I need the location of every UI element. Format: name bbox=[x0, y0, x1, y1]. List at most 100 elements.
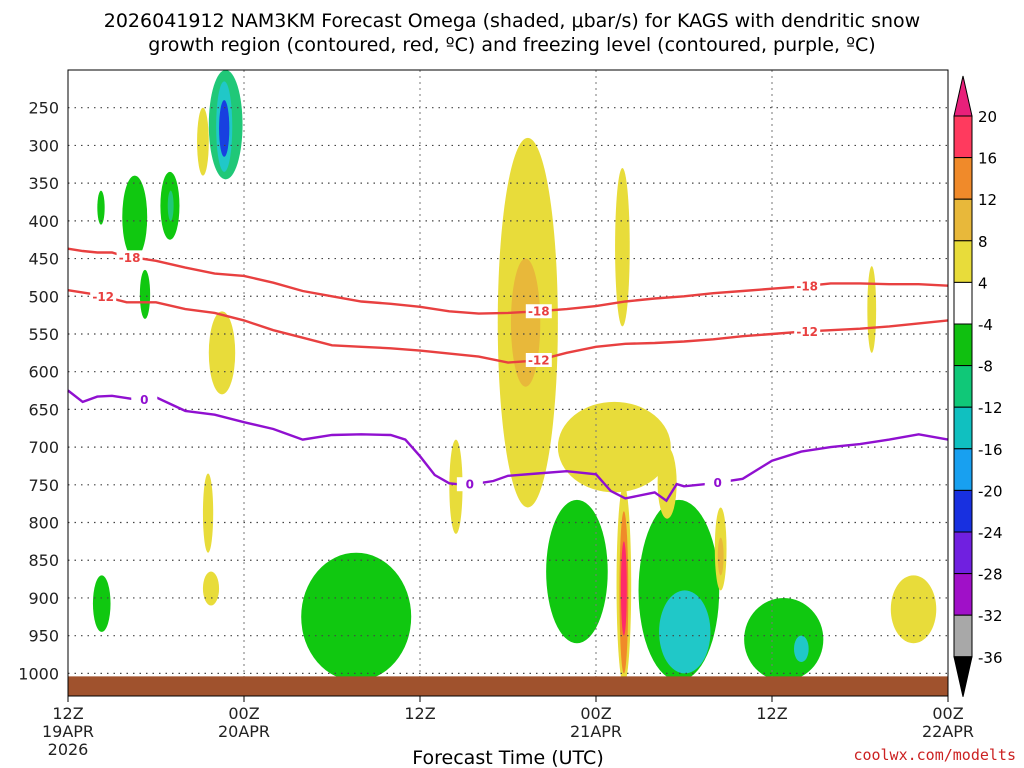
x-tick-label-48-0: 12Z bbox=[756, 704, 787, 723]
x-tick-label-0-2: 2026 bbox=[48, 740, 89, 759]
omega-region-sink-low bbox=[202, 473, 214, 553]
colorbar: 20 16 12 8 4 -4 -8 -12 -16 -20 -24 -28 -32 -36 bbox=[953, 75, 1003, 697]
colorbar-cell-6 bbox=[953, 365, 973, 408]
omega-region-cell-e bbox=[92, 575, 111, 632]
colorbar-cell-8 bbox=[953, 448, 973, 491]
ground-terrain bbox=[68, 676, 948, 696]
isotherm-label--12-1: -12 bbox=[528, 353, 550, 367]
omega-region-cell-c-inner bbox=[167, 190, 174, 221]
isotherm-label-0-0: 0 bbox=[140, 393, 148, 407]
terrain-layer bbox=[68, 676, 948, 696]
y-tick-label-350: 350 bbox=[28, 174, 59, 193]
colorbar-cell-9 bbox=[953, 489, 973, 533]
omega-region-main-sink-core bbox=[510, 258, 541, 387]
colorbar-label-5: -4 bbox=[978, 316, 993, 334]
colorbar-label-7: -12 bbox=[978, 399, 1003, 417]
y-tick-label-600: 600 bbox=[28, 363, 59, 382]
isotherm-label-bg bbox=[794, 324, 821, 339]
isotherm-label--18-2: -18 bbox=[796, 279, 818, 293]
y-tick-label-850: 850 bbox=[28, 551, 59, 570]
isotherm-label-bg bbox=[794, 278, 821, 293]
x-tick-label-36-0: 00Z bbox=[580, 704, 611, 723]
omega-region-sink-far-right-low bbox=[890, 575, 937, 644]
y-tick-label-800: 800 bbox=[28, 514, 59, 533]
y-tick-label-500: 500 bbox=[28, 287, 59, 306]
colorbar-cell-4 bbox=[953, 281, 973, 325]
omega-region-low-cell-4 bbox=[744, 597, 824, 681]
colorbar-cell-3 bbox=[953, 240, 973, 283]
colorbar-label-3: 8 bbox=[978, 233, 988, 251]
colorbar-label-6: -8 bbox=[978, 358, 993, 376]
isotherm-label--12-2: -12 bbox=[796, 325, 818, 339]
colorbar-cell-0 bbox=[953, 115, 973, 159]
x-axis-title: Forecast Time (UTC) bbox=[412, 747, 603, 768]
x-tick-label-12-0: 00Z bbox=[228, 704, 259, 723]
colorbar-label-8: -16 bbox=[978, 441, 1003, 459]
x-tick-label-12-1: 20APR bbox=[218, 722, 270, 741]
isotherm-label-bg bbox=[704, 475, 731, 490]
y-tick-label-400: 400 bbox=[28, 212, 59, 231]
y-axis: 250 300 350 400 450 500 550 600 650 700 750 800 850 9… bbox=[18, 99, 59, 684]
colorbar-top-arrow bbox=[953, 75, 973, 117]
colorbar-label-1: 16 bbox=[978, 150, 997, 168]
colorbar-label-13: -36 bbox=[978, 649, 1003, 667]
credit-text: coolwx.com/modelts bbox=[853, 746, 1016, 764]
omega-region-low-cell-4-inner bbox=[794, 635, 809, 663]
isotherm-label-0-2: 0 bbox=[714, 476, 722, 490]
omega-region-low-cell-2 bbox=[546, 499, 608, 644]
isotherm-line--18 bbox=[67, 247, 949, 315]
isotherm-label-bg bbox=[525, 352, 552, 367]
grid-layer bbox=[68, 70, 948, 696]
isotherm-label--18-0: -18 bbox=[119, 251, 141, 265]
omega-region-red-column-core bbox=[620, 541, 627, 636]
x-tick-label-36-1: 21APR bbox=[570, 722, 622, 741]
colorbar-cell-2 bbox=[953, 198, 973, 242]
omega-region-sink-narrow-1 bbox=[449, 439, 463, 534]
isotherm-label-bg bbox=[90, 289, 117, 304]
isotherm-label-bg bbox=[456, 477, 483, 492]
isotherm-label--12-0: -12 bbox=[92, 290, 114, 304]
omega-region-cell-d bbox=[139, 269, 151, 319]
plot-frame bbox=[67, 69, 949, 697]
omega-region-sink-far-right bbox=[867, 266, 877, 353]
colorbar-cell-5 bbox=[953, 323, 973, 367]
omega-region-low-cell-1 bbox=[301, 552, 412, 681]
y-tick-label-750: 750 bbox=[28, 476, 59, 495]
omega-region-upper-updraft-deep bbox=[219, 100, 230, 157]
omega-region-cell-b bbox=[122, 175, 148, 259]
omega-region-sink-narrow-2 bbox=[615, 168, 630, 327]
omega-shading-layer bbox=[92, 70, 937, 685]
omega-region-cell-a bbox=[97, 190, 105, 225]
chart-title-line2: growth region (contoured, red, ºC) and f… bbox=[148, 34, 875, 56]
isotherm-label-0-1: 0 bbox=[466, 478, 474, 492]
colorbar-label-0: 20 bbox=[978, 108, 997, 126]
y-tick-label-550: 550 bbox=[28, 325, 59, 344]
omega-region-sink-right-2-core bbox=[717, 537, 724, 576]
colorbar-label-12: -32 bbox=[978, 607, 1003, 625]
y-tick-label-950: 950 bbox=[28, 627, 59, 646]
omega-region-sink-mid bbox=[208, 311, 236, 395]
colorbar-cell-11 bbox=[953, 573, 973, 616]
omega-region-low-cell-3-inner bbox=[659, 590, 711, 674]
contour-layer: -18 -18 -18 -12 -12 -12 0 0 0 bbox=[67, 247, 949, 503]
colorbar-label-11: -28 bbox=[978, 566, 1003, 584]
x-tick-label-60-1: 22APR bbox=[922, 722, 974, 741]
y-tick-label-450: 450 bbox=[28, 250, 59, 269]
y-tick-label-250: 250 bbox=[28, 99, 59, 118]
isotherm-label-bg bbox=[131, 392, 158, 407]
colorbar-label-2: 12 bbox=[978, 191, 997, 209]
colorbar-cell-12 bbox=[953, 614, 973, 658]
colorbar-bottom-arrow bbox=[953, 656, 973, 697]
colorbar-label-10: -24 bbox=[978, 524, 1003, 542]
isotherm-label-bg bbox=[525, 304, 552, 319]
omega-region-sink-tiny bbox=[202, 571, 220, 606]
colorbar-cell-7 bbox=[953, 406, 973, 450]
omega-region-upper-sink bbox=[197, 107, 209, 176]
chart-title-line1: 2026041912 NAM3KM Forecast Omega (shaded… bbox=[104, 10, 920, 32]
y-tick-label-650: 650 bbox=[28, 400, 59, 419]
isotherm-label--18-1: -18 bbox=[528, 305, 550, 319]
colorbar-cell-10 bbox=[953, 531, 973, 575]
omega-region-sink-right bbox=[657, 447, 677, 519]
